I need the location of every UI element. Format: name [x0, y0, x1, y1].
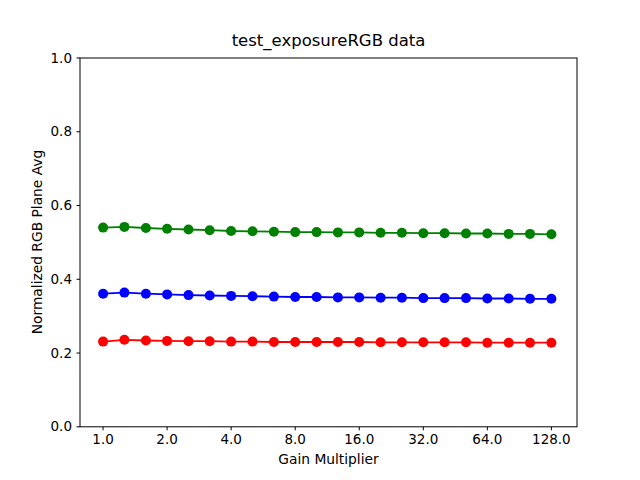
series-marker-red [525, 338, 535, 348]
series-marker-green [504, 229, 514, 239]
series-marker-blue [418, 293, 428, 303]
series-marker-blue [376, 293, 386, 303]
series-marker-green [546, 229, 556, 239]
series-marker-green [397, 228, 407, 238]
series-marker-red [461, 337, 471, 347]
series-marker-green [461, 229, 471, 239]
y-axis-label: Normalized RGB Plane Avg [29, 150, 45, 335]
series-marker-green [333, 227, 343, 237]
chart-canvas: 1.0 2.0 4.0 8.0 16.0 32.0 64.0 128.0 0.0 0.2 0.4 0.… [0, 0, 640, 480]
series-marker-green [141, 223, 151, 233]
series-marker-red [205, 336, 215, 346]
series-marker-blue [248, 291, 258, 301]
series-marker-blue [184, 290, 194, 300]
series-marker-blue [397, 293, 407, 303]
series-marker-blue [354, 292, 364, 302]
series-marker-blue [98, 289, 108, 299]
series-marker-blue [333, 292, 343, 302]
series-marker-green [119, 222, 129, 232]
series-marker-green [269, 227, 279, 237]
series-marker-blue [162, 289, 172, 299]
x-tick-label: 1.0 [92, 431, 113, 447]
series-marker-green [226, 226, 236, 236]
series-marker-green [418, 228, 428, 238]
series-marker-blue [312, 292, 322, 302]
series-marker-green [312, 227, 322, 237]
y-tick-label: 0.8 [51, 123, 72, 139]
y-tick-label: 0.2 [51, 345, 72, 361]
series-marker-red [248, 337, 258, 347]
x-tick-label: 2.0 [156, 431, 177, 447]
series-marker-blue [461, 293, 471, 303]
series-marker-blue [546, 294, 556, 304]
series-marker-green [205, 225, 215, 235]
plot-frame [80, 58, 577, 427]
series-marker-red [376, 337, 386, 347]
series-marker-red [333, 337, 343, 347]
series-marker-green [525, 229, 535, 239]
series-marker-red [312, 337, 322, 347]
series-marker-green [248, 226, 258, 236]
series-marker-red [504, 338, 514, 348]
series-marker-blue [525, 294, 535, 304]
series-marker-green [98, 223, 108, 233]
series-marker-red [290, 337, 300, 347]
series-marker-red [98, 337, 108, 347]
series-marker-green [376, 228, 386, 238]
series-marker-green [162, 224, 172, 234]
x-tick-label: 32.0 [408, 431, 438, 447]
x-tick-label: 64.0 [472, 431, 502, 447]
y-tick-label: 0.0 [51, 418, 72, 434]
figure: test_exposureRGB data 1.02.04.08.016.032… [0, 0, 640, 480]
series-marker-red [184, 336, 194, 346]
x-tick-label: 16.0 [344, 431, 374, 447]
y-tick-label: 0.4 [51, 271, 72, 287]
x-tick-label: 4.0 [220, 431, 241, 447]
series-marker-red [354, 337, 364, 347]
series-marker-green [440, 228, 450, 238]
series-marker-blue [482, 294, 492, 304]
series-marker-blue [205, 291, 215, 301]
series-marker-green [290, 227, 300, 237]
series-marker-blue [226, 291, 236, 301]
series-marker-red [418, 337, 428, 347]
series-marker-green [184, 225, 194, 235]
x-axis-label: Gain Multiplier [80, 451, 577, 467]
series-marker-blue [504, 294, 514, 304]
series-marker-blue [440, 293, 450, 303]
y-tick-label: 0.6 [51, 197, 72, 213]
x-tick-label: 8.0 [284, 431, 305, 447]
series-marker-red [141, 336, 151, 346]
series-marker-red [440, 337, 450, 347]
series-marker-red [269, 337, 279, 347]
series-marker-blue [141, 289, 151, 299]
series-marker-red [162, 336, 172, 346]
series-marker-red [119, 335, 129, 345]
series-marker-red [482, 338, 492, 348]
series-marker-blue [269, 292, 279, 302]
series-marker-green [354, 227, 364, 237]
y-tick-label: 1.0 [51, 50, 72, 66]
series-marker-red [546, 338, 556, 348]
x-tick-label: 128.0 [532, 431, 571, 447]
series-marker-green [482, 229, 492, 239]
series-marker-blue [290, 292, 300, 302]
series-marker-blue [119, 288, 129, 298]
series-marker-red [397, 337, 407, 347]
series-marker-red [226, 337, 236, 347]
